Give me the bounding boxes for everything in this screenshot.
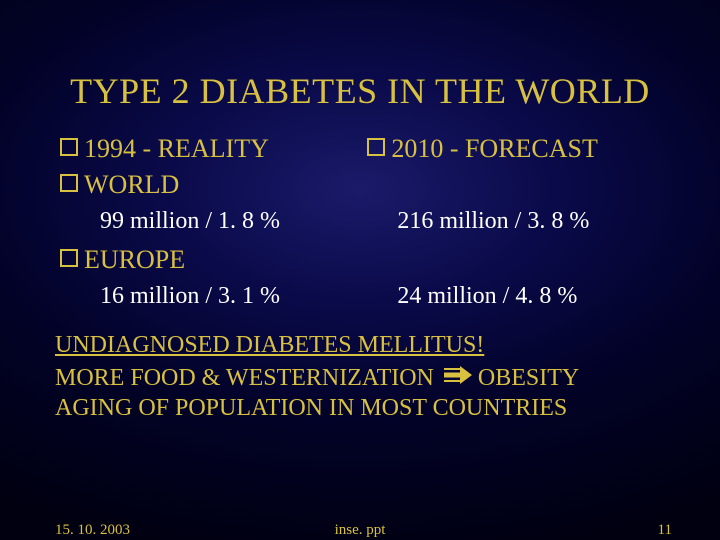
left-heading-1: 1994 - REALITY (84, 132, 269, 166)
bottom-text-block: UNDIAGNOSED DIABETES MELLITUS! MORE FOOD… (0, 318, 720, 423)
right-column: 2010 - FORECAST 216 million / 3. 8 % 24 … (367, 132, 660, 318)
square-bullet-icon (367, 138, 385, 156)
square-bullet-icon (60, 138, 78, 156)
world-value-2010: 216 million / 3. 8 % (397, 206, 660, 237)
line2-pre: MORE FOOD & WESTERNIZATION (55, 363, 434, 393)
right-heading-1: 2010 - FORECAST (391, 132, 598, 166)
left-heading-3: EUROPE (84, 243, 185, 277)
bullet-europe: EUROPE (60, 243, 367, 277)
square-bullet-icon (60, 249, 78, 267)
bullet-2010-forecast: 2010 - FORECAST (367, 132, 660, 166)
europe-value-1994: 16 million / 3. 1 % (100, 281, 367, 312)
footer-page-number: 11 (658, 522, 672, 539)
food-westernization-line: MORE FOOD & WESTERNIZATION OBESITY (55, 363, 665, 393)
content-columns: 1994 - REALITY WORLD 99 million / 1. 8 %… (0, 132, 720, 318)
line2-post: OBESITY (478, 363, 579, 393)
arrow-right-icon (442, 363, 472, 393)
undiagnosed-line: UNDIAGNOSED DIABETES MELLITUS! (55, 332, 665, 359)
left-heading-2: WORLD (84, 168, 179, 202)
aging-line: AGING OF POPULATION IN MOST COUNTRIES (55, 393, 665, 423)
spacer (367, 243, 660, 277)
left-column: 1994 - REALITY WORLD 99 million / 1. 8 %… (60, 132, 367, 318)
slide-title: TYPE 2 DIABETES IN THE WORLD (0, 0, 720, 132)
bullet-world: WORLD (60, 168, 367, 202)
spacer (367, 168, 660, 202)
bullet-1994-reality: 1994 - REALITY (60, 132, 367, 166)
footer-filename: inse. ppt (335, 522, 386, 539)
square-bullet-icon (60, 174, 78, 192)
europe-value-2010: 24 million / 4. 8 % (397, 281, 660, 312)
world-value-1994: 99 million / 1. 8 % (100, 206, 367, 237)
footer-date: 15. 10. 2003 (55, 522, 130, 539)
